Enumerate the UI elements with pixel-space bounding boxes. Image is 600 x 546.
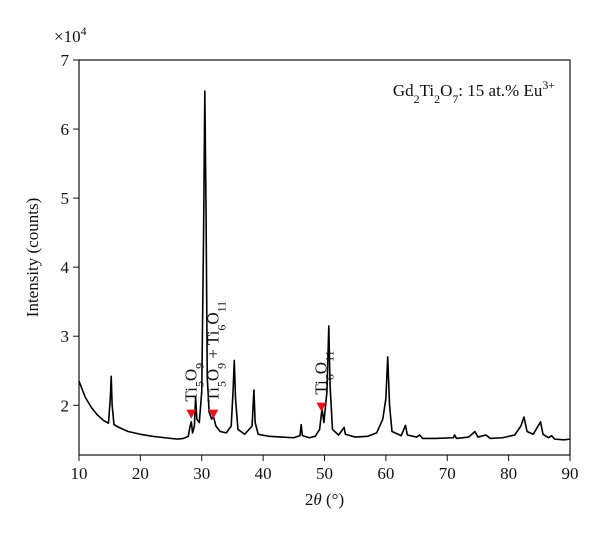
annotation-run: 2 <box>434 92 440 106</box>
annotation-run: 3+ <box>542 78 555 92</box>
y-tick-label: 3 <box>61 327 70 346</box>
marker-triangle <box>208 409 219 419</box>
annotation-run: : 15 at.% Eu <box>458 81 543 100</box>
marker-label-run: 11 <box>322 350 336 362</box>
marker-label-run: 9 <box>214 363 228 369</box>
x-axis-label-run: (°) <box>322 490 344 509</box>
x-axis-label: 2θ (°) <box>305 490 344 509</box>
x-tick-label: 70 <box>439 464 456 483</box>
marker-label-run: 6 <box>214 325 228 331</box>
data-line <box>78 90 571 441</box>
x-axis-label-run: θ <box>313 490 321 509</box>
annotation: Gd2Ti2O7: 15 at.% Eu3+ <box>393 78 555 106</box>
marker-label-run: 6 <box>322 374 336 380</box>
x-tick-label: 90 <box>562 464 579 483</box>
marker-label-run: Ti <box>203 387 222 402</box>
y-tick-label: 7 <box>61 51 70 70</box>
y-tick-label: 6 <box>61 120 70 139</box>
annotation-run: O <box>440 81 452 100</box>
multiplier: ×104 <box>54 24 87 46</box>
y-tick-label: 4 <box>61 258 70 277</box>
x-tick-label: 30 <box>193 464 210 483</box>
marker-label-run: + Ti <box>203 330 222 363</box>
plot-frame <box>78 59 571 456</box>
marker-label: Ti6O11 <box>311 350 336 394</box>
marker-label-run: O <box>203 369 222 381</box>
marker-label: Ti5O9 <box>181 363 206 402</box>
marker-label-run: O <box>311 362 330 374</box>
marker-label-run: Ti <box>311 380 330 395</box>
y-tick-label: 5 <box>61 189 70 208</box>
x-tick-label: 10 <box>71 464 88 483</box>
marker-label-run: O <box>181 369 200 381</box>
x-tick-label: 20 <box>132 464 149 483</box>
x-axis-label-run: 2 <box>305 490 314 509</box>
y-axis-label: Intensity (counts) <box>23 198 42 317</box>
marker-triangle <box>316 402 327 412</box>
marker-label-run: 9 <box>192 363 206 369</box>
marker-label-run: 5 <box>192 381 206 387</box>
y-axis-label-run: Intensity (counts) <box>23 198 42 317</box>
annotation-run: Gd <box>393 81 414 100</box>
multiplier-run: ×10 <box>54 27 81 46</box>
annotation-run: Ti <box>420 81 435 100</box>
x-tick-label: 80 <box>500 464 517 483</box>
marker-label-run: O <box>203 312 222 324</box>
x-tick-label: 40 <box>255 464 272 483</box>
multiplier-run: 4 <box>81 24 87 38</box>
marker-label: Ti5O9 + Ti6O11 <box>203 301 228 402</box>
marker-label-run: Ti <box>181 387 200 402</box>
y-tick-label: 2 <box>61 396 70 415</box>
x-tick-label: 60 <box>377 464 394 483</box>
marker-label-run: 11 <box>214 301 228 313</box>
marker-triangle <box>186 409 197 419</box>
annotation-run: 2 <box>414 92 420 106</box>
x-tick-label: 50 <box>316 464 333 483</box>
annotation-run: 7 <box>452 92 458 106</box>
marker-label-run: 5 <box>214 381 228 387</box>
